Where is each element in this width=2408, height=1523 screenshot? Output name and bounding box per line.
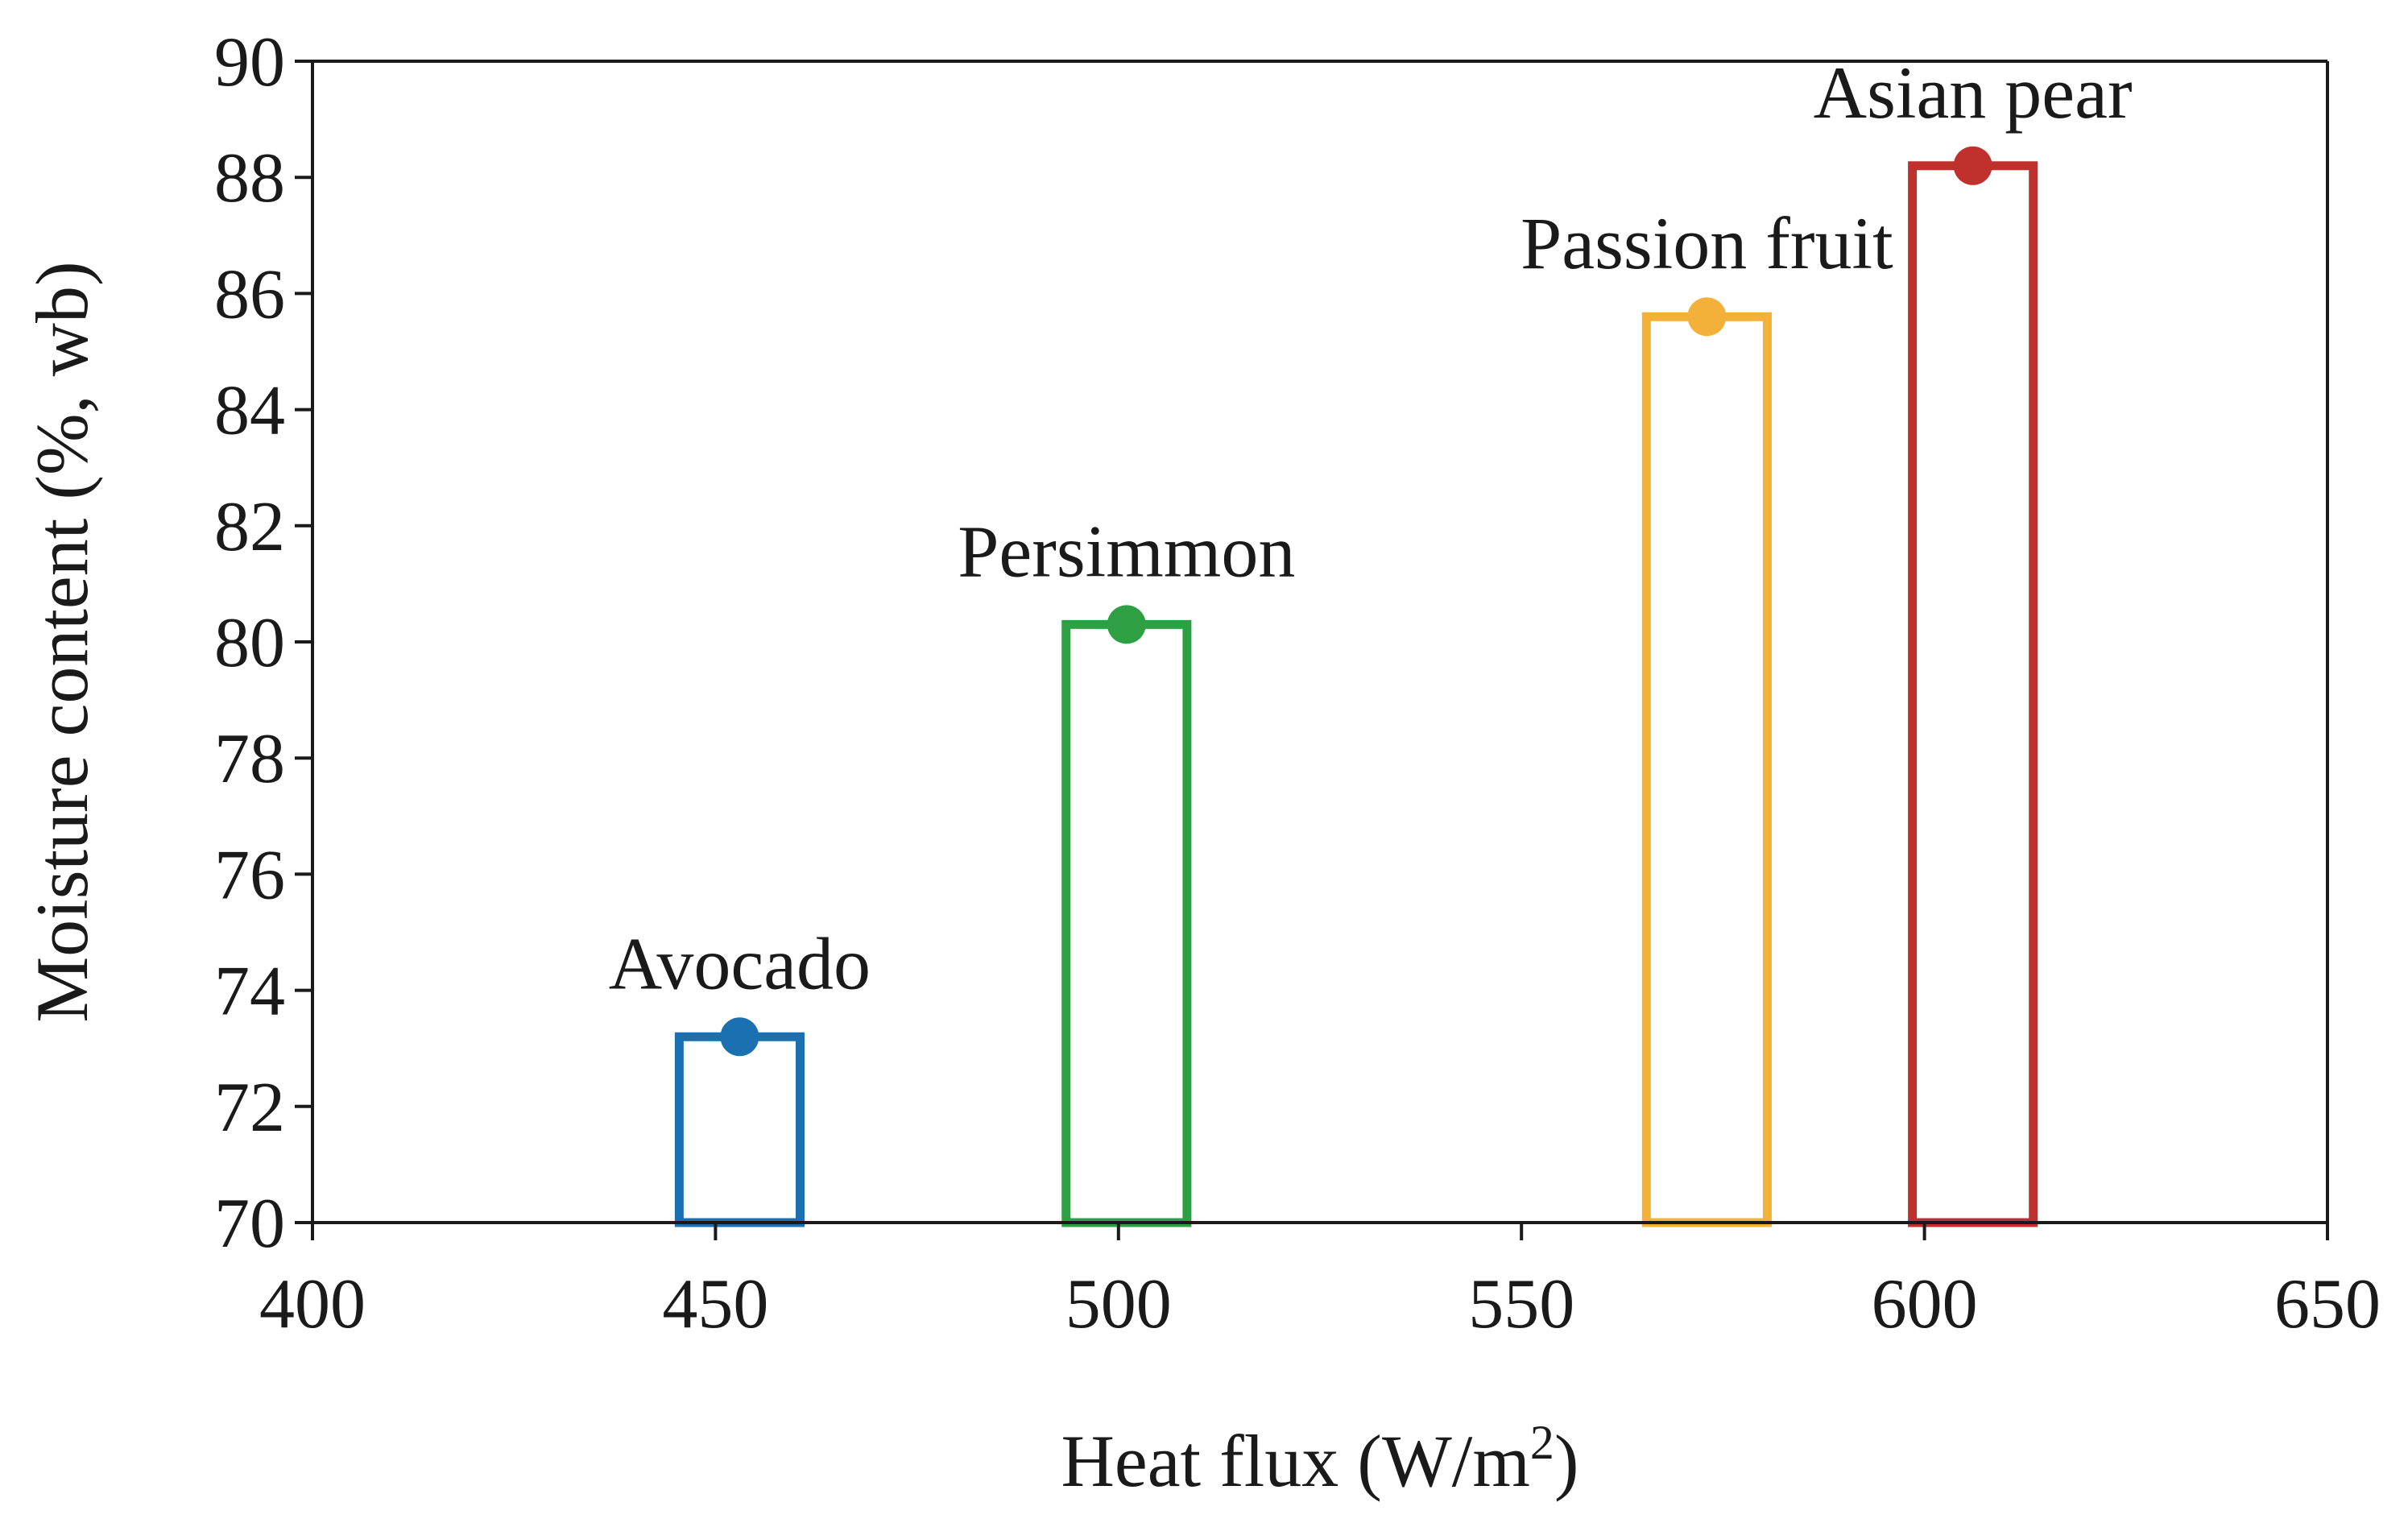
y-tick-label: 88: [214, 139, 285, 217]
y-tick-label: 78: [214, 720, 285, 798]
y-tick-label: 76: [214, 836, 285, 914]
data-label-avocado: Avocado: [609, 922, 871, 1004]
x-axis-title-suffix: ): [1554, 1420, 1579, 1502]
y-tick-label: 86: [214, 255, 285, 333]
y-tick-label: 82: [214, 488, 285, 566]
x-tick-label: 550: [1468, 1265, 1574, 1343]
bar-passion-fruit: [1641, 312, 1772, 1227]
y-tick-label: 74: [214, 953, 285, 1031]
marker-passion-fruit: [1687, 297, 1727, 337]
x-axis-title: Heat flux (W/m2): [1061, 1416, 1578, 1502]
x-tick-label: 500: [1065, 1265, 1172, 1343]
y-tick-label: 70: [214, 1185, 285, 1263]
bar-avocado: [674, 1032, 805, 1227]
data-label-passion-fruit: Passion fruit: [1521, 202, 1893, 284]
marker-avocado: [720, 1017, 759, 1057]
y-tick-label: 80: [214, 604, 285, 682]
y-tick-label: 84: [214, 372, 285, 450]
x-tick-label: 600: [1872, 1265, 1978, 1343]
bar-persimmon: [1061, 619, 1192, 1227]
x-tick-label: 400: [259, 1265, 366, 1343]
x-tick-label: 450: [662, 1265, 768, 1343]
marker-persimmon: [1107, 605, 1146, 644]
x-tick-label: 650: [2274, 1265, 2381, 1343]
marker-asian-pear: [1953, 146, 1992, 185]
data-label-persimmon: Persimmon: [958, 510, 1295, 592]
data-label-asian-pear: Asian pear: [1814, 52, 2133, 134]
y-tick-label: 72: [214, 1069, 285, 1147]
y-tick-label: 90: [214, 23, 285, 101]
y-axis-title: Moisture content (%, wb): [21, 261, 103, 1022]
bar-asian-pear: [1908, 161, 2038, 1227]
x-axis-title-superscript: 2: [1530, 1416, 1554, 1469]
x-axis-title-main: Heat flux (W/m: [1061, 1420, 1529, 1502]
